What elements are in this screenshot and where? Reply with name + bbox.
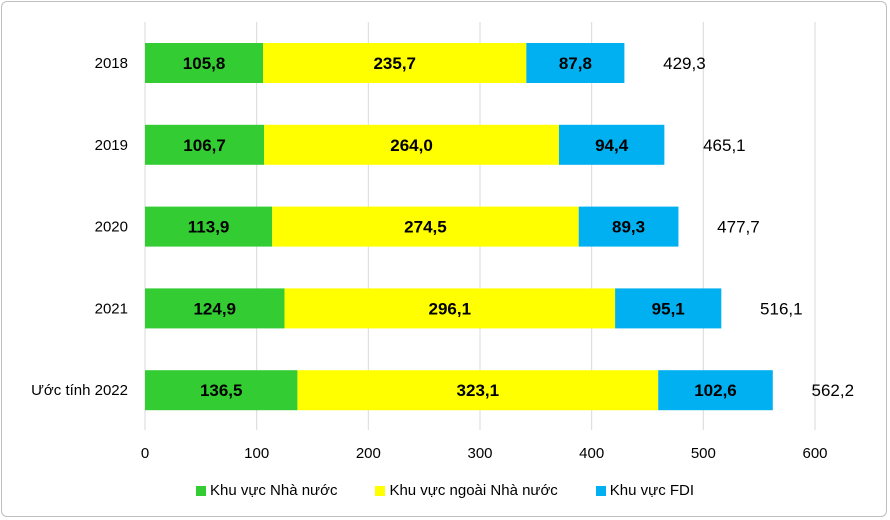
bar-segment	[145, 124, 265, 165]
total-label: 429,3	[663, 54, 706, 73]
bar-segment	[145, 206, 273, 247]
bar-segment	[272, 206, 579, 247]
bar-segment	[145, 288, 285, 329]
data-label: 124,9	[193, 299, 236, 318]
data-label: 105,8	[183, 54, 226, 73]
data-label: 113,9	[188, 218, 230, 237]
bar-segment	[558, 124, 665, 165]
bar-segment	[145, 43, 264, 83]
bar-segment	[615, 288, 722, 329]
x-tick-label: 600	[802, 445, 827, 462]
data-label: 102,6	[694, 381, 737, 400]
legend-label: Khu vực Nhà nước	[209, 482, 338, 499]
legend-item: Khu vực Nhà nước	[195, 482, 338, 499]
bar-segment	[297, 370, 659, 411]
x-tick-label: 0	[141, 445, 149, 462]
legend-label: Khu vực FDI	[609, 482, 695, 499]
category-label: 2018	[95, 55, 128, 72]
category-label: 2019	[95, 137, 128, 154]
data-label: 136,5	[200, 381, 243, 400]
total-label: 516,1	[760, 299, 803, 318]
category-label: 2021	[95, 300, 128, 317]
x-tick-label: 300	[467, 445, 492, 462]
x-tick-label: 200	[356, 445, 381, 462]
bar-segment	[263, 43, 527, 83]
data-label: 95,1	[652, 299, 685, 318]
legend-swatch	[375, 485, 386, 496]
bar-segment	[284, 288, 616, 329]
data-label: 87,8	[559, 54, 592, 73]
legend-item: Khu vực FDI	[595, 482, 695, 499]
data-label: 235,7	[373, 54, 416, 73]
total-label: 562,2	[812, 381, 855, 400]
data-label: 106,7	[183, 136, 226, 155]
x-tick-label: 500	[691, 445, 716, 462]
legend-swatch	[195, 485, 206, 496]
legend-swatch	[595, 485, 606, 496]
total-label: 465,1	[703, 136, 746, 155]
data-label: 323,1	[457, 381, 500, 400]
legend-label: Khu vực ngoài Nhà nước	[389, 482, 558, 499]
bar-segment	[145, 370, 298, 411]
data-label: 264,0	[390, 136, 433, 155]
total-label: 477,7	[717, 218, 760, 237]
category-label: 2020	[95, 219, 128, 236]
data-label: 296,1	[429, 299, 472, 318]
x-tick-label: 400	[579, 445, 604, 462]
bar-segment	[264, 124, 559, 165]
x-tick-label: 100	[244, 445, 269, 462]
legend: Khu vực Nhà nước Khu vực ngoài Nhà nước Kh…	[0, 482, 890, 499]
data-label: 274,5	[404, 218, 447, 237]
bar-segment	[526, 43, 625, 83]
legend-item: Khu vực ngoài Nhà nước	[375, 482, 558, 499]
bar-segment	[658, 370, 773, 411]
category-label: Ước tính 2022	[31, 382, 128, 399]
data-label: 89,3	[612, 218, 645, 237]
data-label: 94,4	[595, 136, 629, 155]
bar-segment	[578, 206, 679, 247]
